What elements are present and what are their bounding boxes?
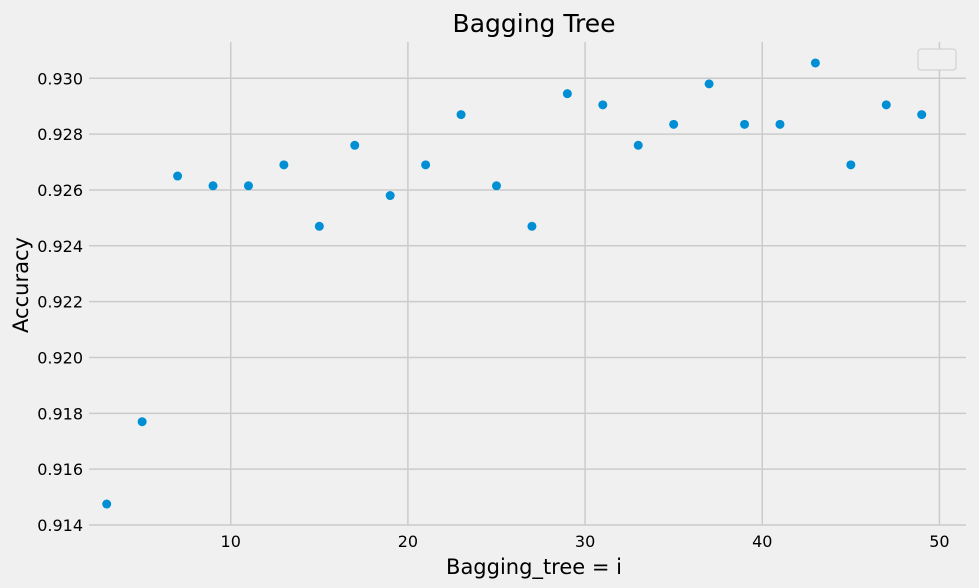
x-axis-title: Bagging_tree = i xyxy=(446,555,622,580)
y-axis-title: Accuracy xyxy=(9,237,33,333)
data-point xyxy=(314,221,324,231)
data-point xyxy=(137,417,147,427)
y-tick-label: 0.920 xyxy=(37,348,83,367)
data-point xyxy=(421,160,431,170)
data-point xyxy=(810,58,820,68)
chart-title: Bagging Tree xyxy=(453,9,616,38)
data-point xyxy=(208,181,218,191)
data-point xyxy=(527,221,537,231)
legend-box xyxy=(917,48,957,71)
data-point xyxy=(243,181,253,191)
data-point xyxy=(846,160,856,170)
data-point xyxy=(102,499,112,509)
x-tick-label: 50 xyxy=(929,532,949,551)
grid-lines xyxy=(89,42,966,526)
x-tick-label: 30 xyxy=(575,532,595,551)
data-point xyxy=(633,140,643,150)
data-point xyxy=(491,181,501,191)
data-point xyxy=(881,100,891,110)
y-axis-ticks: 0.914 0.916 0.918 0.920 0.922 0.924 0.926 0.928… xyxy=(37,69,83,535)
data-point xyxy=(385,191,395,201)
data-point xyxy=(740,119,750,129)
y-tick-label: 0.914 xyxy=(37,516,83,535)
data-point xyxy=(173,171,183,181)
y-tick-label: 0.930 xyxy=(37,69,83,88)
x-axis-ticks: 10 20 30 40 50 xyxy=(221,532,950,551)
x-tick-label: 20 xyxy=(398,532,418,551)
y-tick-label: 0.922 xyxy=(37,293,83,312)
data-point xyxy=(917,110,927,120)
data-point xyxy=(562,89,572,99)
y-tick-label: 0.924 xyxy=(37,237,83,256)
data-point xyxy=(350,140,360,150)
data-point xyxy=(775,119,785,129)
x-tick-label: 10 xyxy=(221,532,241,551)
data-point xyxy=(456,110,466,120)
data-point xyxy=(704,79,714,89)
data-point xyxy=(669,119,679,129)
x-tick-label: 40 xyxy=(752,532,772,551)
data-point xyxy=(279,160,289,170)
y-tick-label: 0.918 xyxy=(37,404,83,423)
data-points xyxy=(102,58,927,509)
y-tick-label: 0.916 xyxy=(37,460,83,479)
y-tick-label: 0.926 xyxy=(37,181,83,200)
y-tick-label: 0.928 xyxy=(37,125,83,144)
data-point xyxy=(598,100,608,110)
